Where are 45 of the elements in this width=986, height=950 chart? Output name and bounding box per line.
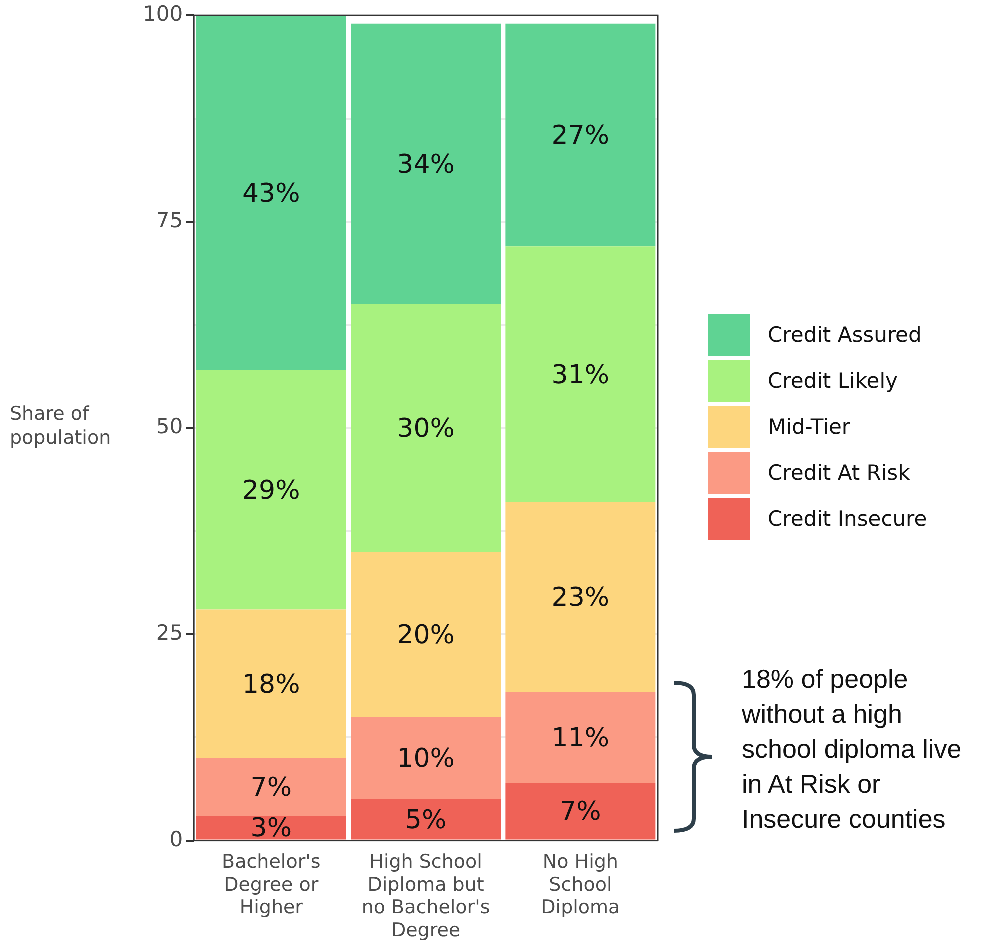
bar bbox=[506, 783, 656, 840]
legend-label: Credit Insecure bbox=[768, 507, 928, 531]
bar bbox=[351, 800, 502, 840]
data-label: 30% bbox=[397, 414, 455, 444]
bar bbox=[351, 24, 502, 304]
legend-label: Mid-Tier bbox=[768, 415, 851, 439]
data-label: 20% bbox=[397, 620, 455, 650]
data-label: 11% bbox=[552, 723, 610, 754]
x-tick-label: Bachelor's Degree or Higher bbox=[222, 851, 321, 919]
y-tick-label: 0 bbox=[170, 827, 184, 852]
data-label: 23% bbox=[552, 583, 610, 614]
bar bbox=[196, 370, 346, 610]
y-tick-label: 75 bbox=[156, 208, 184, 232]
data-label: 27% bbox=[552, 121, 610, 152]
bar bbox=[196, 816, 346, 840]
data-label: 10% bbox=[397, 744, 455, 774]
y-tick-label: 50 bbox=[156, 414, 184, 439]
bar bbox=[196, 758, 346, 816]
text: 18% of people without a high school diploma live in At Risk or Insecure counties bbox=[742, 663, 963, 836]
legend-label: Credit At Risk bbox=[768, 461, 910, 485]
data-label: 31% bbox=[552, 360, 610, 390]
bar bbox=[506, 502, 656, 692]
legend-label: Credit Assured bbox=[768, 323, 922, 347]
y-axis-title: Share of population bbox=[10, 402, 112, 450]
data-label: 29% bbox=[242, 476, 300, 506]
bar bbox=[196, 610, 346, 758]
y-tick-label: 100 bbox=[142, 2, 184, 26]
bar bbox=[506, 24, 656, 247]
x-tick-label: No High School Diploma bbox=[541, 851, 620, 919]
data-label: 43% bbox=[242, 178, 300, 209]
bar bbox=[351, 552, 502, 718]
legend-label: Credit Likely bbox=[768, 369, 898, 393]
bar bbox=[506, 692, 656, 784]
data-label: 18% bbox=[242, 670, 300, 700]
bar bbox=[351, 304, 502, 552]
y-tick-label: 25 bbox=[156, 620, 184, 645]
data-label: 5% bbox=[405, 805, 447, 836]
data-label: 7% bbox=[250, 772, 292, 803]
x-tick-label: High School Diploma but no Bachelor's Degree bbox=[362, 851, 490, 942]
data-label: 34% bbox=[397, 150, 455, 180]
data-label: 3% bbox=[250, 814, 292, 844]
bar bbox=[506, 246, 656, 502]
bar bbox=[351, 717, 502, 800]
data-label: 7% bbox=[560, 797, 602, 828]
bar bbox=[196, 16, 346, 370]
